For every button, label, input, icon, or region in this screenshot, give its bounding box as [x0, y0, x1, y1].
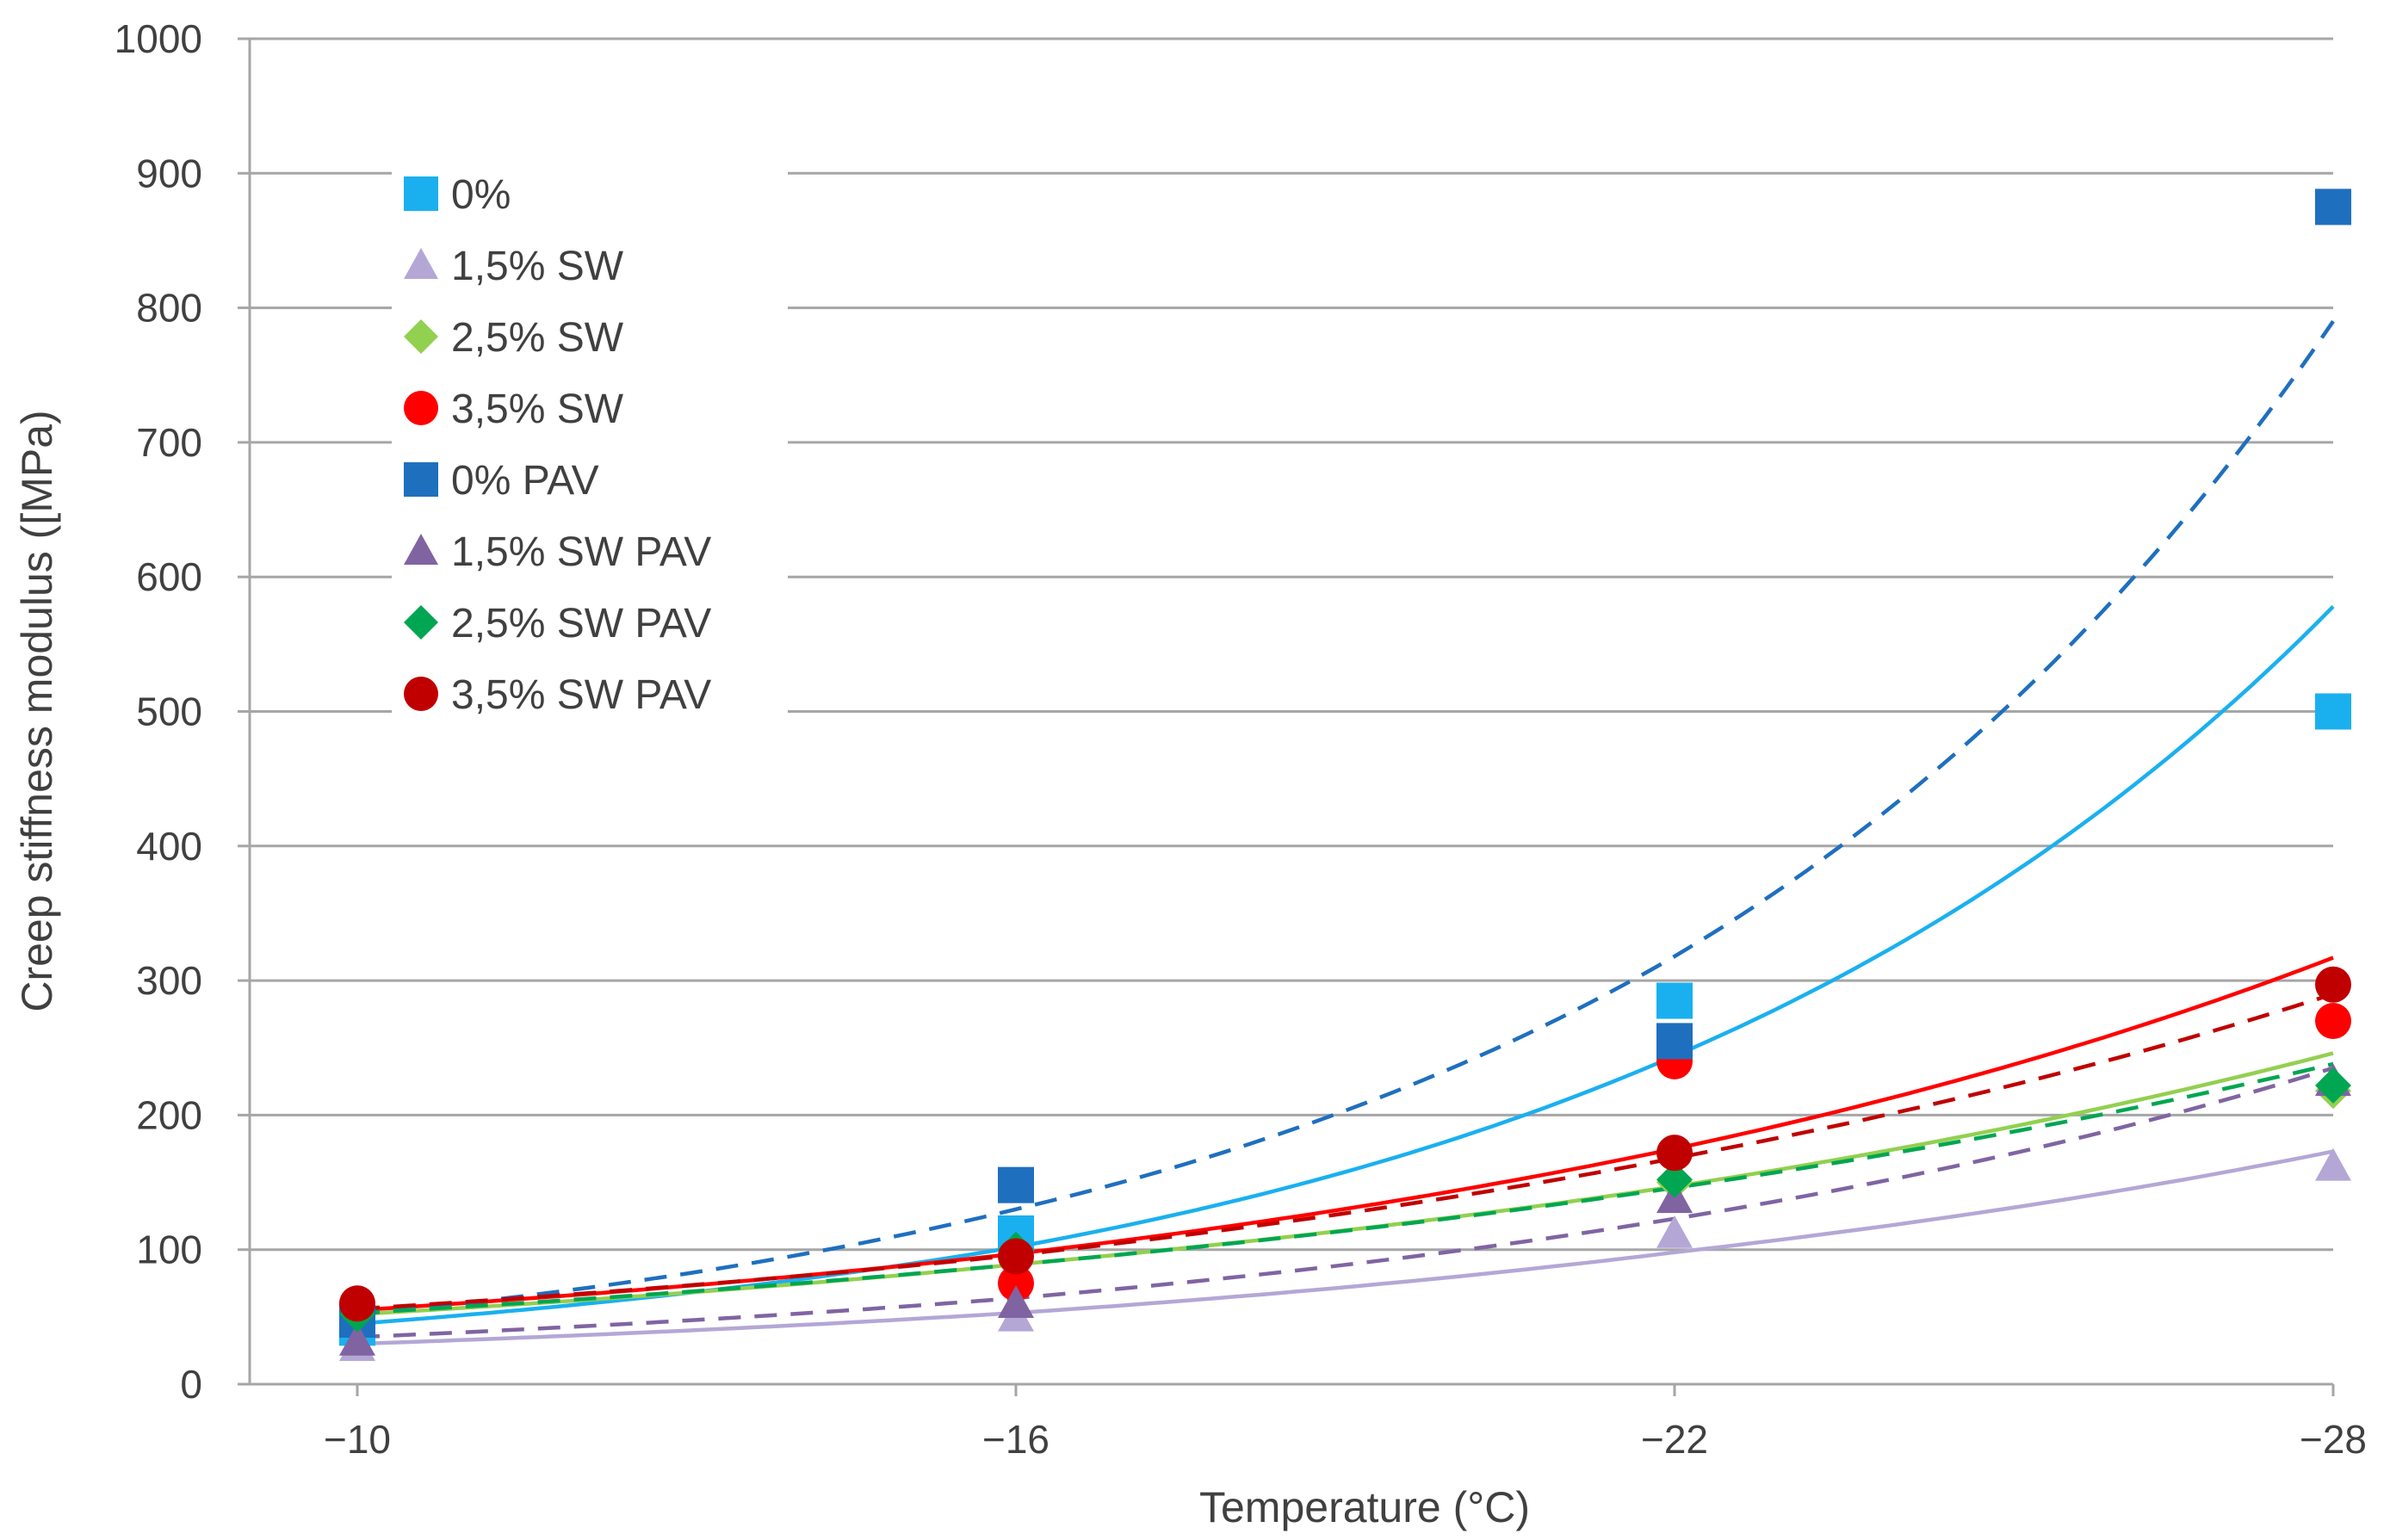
legend-label-3-5-sw-pav: 3,5% SW PAV: [451, 672, 711, 718]
y-tick-label: 900: [136, 151, 202, 195]
legend-label-1-5-sw-pav: 1,5% SW PAV: [451, 529, 711, 575]
legend-marker-2-5-sw-pav: [404, 605, 438, 640]
x-tick-label: −10: [324, 1417, 391, 1462]
data-point-3-5-sw-pav: [1656, 1135, 1693, 1172]
y-tick-label: 800: [136, 286, 202, 331]
x-tick-label: −28: [2300, 1417, 2367, 1462]
data-point-0-pav: [2315, 189, 2351, 226]
x-tick-label: −16: [982, 1417, 1049, 1462]
y-tick-label: 100: [136, 1228, 202, 1272]
trendline-0-pav: [356, 319, 2335, 1316]
legend: 0% 1,5% SW 2,5% SW 3,5% SW 0% PAV 1,5% SW PAV…: [404, 172, 711, 718]
data-point-3-5-sw-pav: [2315, 966, 2351, 1003]
trendline-2-5-sw: [356, 1051, 2334, 1316]
y-tick-label: 500: [136, 690, 202, 734]
data-point-0-pav: [998, 1166, 1034, 1203]
legend-marker-1-5-sw: [404, 248, 438, 279]
trendlines: [356, 319, 2335, 1346]
legend-label-3-5-sw: 3,5% SW: [451, 387, 624, 432]
trendline-1-5-sw: [356, 1149, 2334, 1346]
legend-label-2-5-sw-pav: 2,5% SW PAV: [451, 601, 711, 646]
legend-label-2-5-sw: 2,5% SW: [451, 315, 624, 361]
data-point-2-5-sw-pav: [1656, 1161, 1693, 1198]
legend-marker-1-5-sw-pav: [404, 534, 438, 565]
y-tick-label: 600: [136, 554, 202, 599]
y-axis-title: Creep stiffness modulus ([MPa): [13, 410, 61, 1011]
data-point-0: [1656, 982, 1693, 1019]
data-point-0-pav: [1656, 1023, 1693, 1060]
legend-marker-3-5-sw-pav: [404, 677, 438, 711]
legend-marker-0: [404, 176, 438, 211]
trendline-1-5-sw-pav: [356, 1066, 2334, 1339]
x-tick-label: −22: [1641, 1417, 1708, 1462]
y-tick-label: 700: [136, 420, 202, 465]
legend-label-0: 0%: [451, 172, 511, 218]
legend-marker-2-5-sw: [404, 319, 438, 354]
trendline-3-5-sw-pav: [356, 992, 2334, 1311]
y-tick-label: 300: [136, 958, 202, 1003]
tick-labels: 0 100 200 300 400 500 600 700 800 900 1000 −10 −16 −2…: [115, 16, 2367, 1462]
legend-marker-3-5-sw: [404, 391, 438, 425]
trendline-3-5-sw: [356, 956, 2334, 1313]
legend-marker-0-pav: [404, 462, 438, 497]
data-markers: [339, 189, 2351, 1362]
legend-label-1-5-sw: 1,5% SW: [451, 244, 624, 289]
y-tick-label: 200: [136, 1092, 202, 1137]
y-tick-label: 0: [180, 1362, 202, 1407]
legend-label-0-pav: 0% PAV: [451, 458, 599, 504]
x-axis-title: Temperature (°C): [1199, 1483, 1530, 1531]
data-point-3-5-sw: [998, 1265, 1034, 1302]
data-point-1-5-sw-pav: [339, 1322, 375, 1356]
trendline-2-5-sw-pav: [356, 1061, 2334, 1315]
data-point-3-5-sw-pav: [339, 1285, 375, 1322]
data-point-3-5-sw-pav: [998, 1238, 1034, 1275]
data-point-3-5-sw: [2315, 1002, 2351, 1039]
data-point-1-5-sw: [1656, 1215, 1693, 1248]
data-point-0: [2315, 693, 2351, 730]
data-point-1-5-sw-pav: [998, 1285, 1034, 1319]
gridlines: [250, 37, 2333, 1252]
data-point-2-5-sw-pav: [2315, 1067, 2351, 1104]
y-tick-label: 1000: [115, 16, 202, 61]
data-point-1-5-sw: [2315, 1147, 2351, 1181]
y-tick-label: 400: [136, 824, 202, 869]
